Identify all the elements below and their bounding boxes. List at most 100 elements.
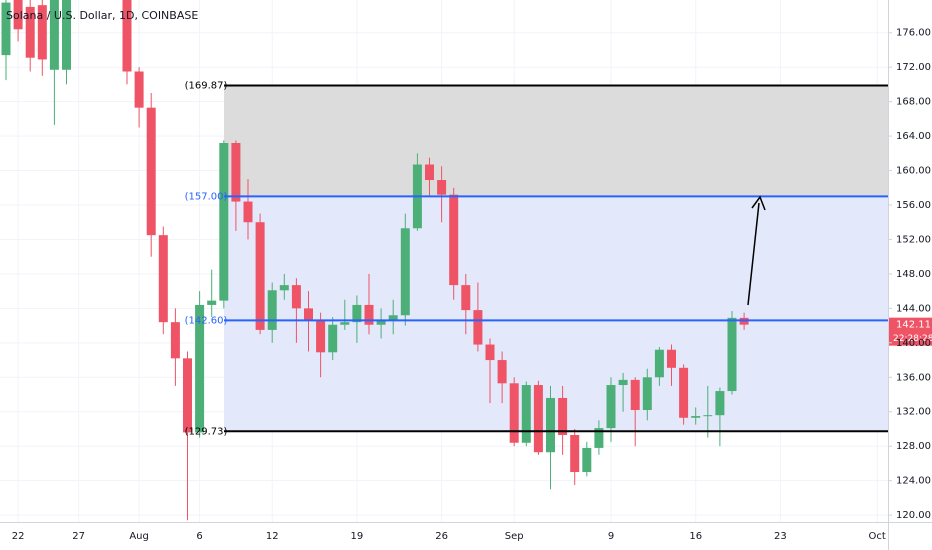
last-price-label: 142.11 — [896, 320, 931, 331]
candle-body — [279, 285, 289, 291]
candle-body — [691, 416, 701, 418]
axes: 120.00 124.00 128.00 132.00 136.00 140.00 144.… — [12, 28, 931, 542]
resistance-zone — [224, 85, 888, 197]
arrow-shaft — [747, 202, 760, 306]
candle-body — [328, 324, 338, 353]
zones — [224, 85, 888, 432]
candle-body — [533, 385, 543, 453]
candle-body — [219, 142, 229, 301]
candle-body — [594, 428, 604, 448]
candle-body — [642, 377, 652, 411]
candle-body — [558, 397, 568, 435]
candle-body — [461, 285, 471, 311]
candle-body — [437, 180, 447, 195]
candle-body — [37, 5, 47, 60]
candle-body — [654, 349, 664, 378]
level-label: (142.60) — [185, 315, 228, 326]
y-tick-label: 172.00 — [896, 62, 931, 73]
candle-body — [1, 2, 11, 56]
candle-body — [304, 308, 313, 320]
candle-body — [715, 391, 725, 416]
candle-body — [195, 304, 205, 433]
candle-body — [170, 322, 180, 359]
level-label: (169.87) — [185, 81, 228, 92]
candle-body — [727, 317, 737, 392]
arrow-head — [751, 195, 766, 211]
candle-body — [146, 107, 156, 236]
candle-body — [316, 319, 326, 353]
candle-body — [352, 304, 362, 323]
y-tick-label: 168.00 — [896, 97, 931, 108]
candle-body — [582, 447, 592, 473]
candle-body — [388, 315, 398, 320]
candle-body — [473, 310, 483, 345]
chart-title: Solana / U.S. Dollar, 1D, COINBASE — [6, 9, 198, 22]
candle-body — [449, 194, 459, 286]
x-tick-label: Oct — [869, 531, 886, 542]
y-tick-label: 176.00 — [896, 28, 931, 39]
candle-body — [62, 0, 71, 70]
candle-body — [158, 235, 168, 323]
candle-body — [340, 322, 350, 325]
x-tick-label: 27 — [72, 531, 85, 542]
range-zone — [224, 196, 888, 432]
candle-body — [122, 0, 132, 72]
candle-body — [364, 304, 374, 325]
candle-body — [703, 415, 713, 417]
candle-body — [606, 385, 616, 429]
candle-body — [207, 300, 217, 305]
x-tick-label: 6 — [196, 531, 202, 542]
x-tick-label: 19 — [351, 531, 364, 542]
candle-body — [134, 71, 144, 108]
y-tick-label: 148.00 — [896, 269, 931, 280]
candle-body — [255, 222, 265, 330]
x-tick-label: 22 — [12, 531, 25, 542]
candle-body — [618, 379, 628, 386]
level-label: (157.00) — [185, 191, 228, 202]
candle-body — [570, 435, 580, 473]
last-price-tag — [889, 317, 932, 346]
x-tick-label: 16 — [689, 531, 702, 542]
y-tick-label: 140.00 — [896, 338, 931, 349]
x-tick-label: Sep — [505, 531, 524, 542]
x-tick-label: 23 — [774, 531, 787, 542]
overlays: (169.87) (157.00) (142.60) (129.73) 142.11 22… — [185, 81, 932, 437]
y-tick-label: 160.00 — [896, 166, 931, 177]
countdown-label: 22:28:28 — [893, 334, 932, 344]
candle-body — [183, 358, 192, 433]
candle-body — [243, 201, 253, 223]
y-tick-label: 120.00 — [896, 510, 931, 521]
x-tick-label: 9 — [608, 531, 614, 542]
candle-body — [497, 360, 507, 384]
x-tick-label: 12 — [266, 531, 279, 542]
y-tick-label: 144.00 — [896, 303, 931, 314]
y-tick-label: 124.00 — [896, 476, 931, 487]
candle-body — [25, 6, 35, 58]
x-tick-label: Aug — [129, 531, 149, 542]
x-tick-label: 26 — [435, 531, 448, 542]
candle-body — [630, 379, 640, 411]
candle-body — [485, 344, 495, 361]
y-tick-label: 132.00 — [896, 407, 931, 418]
candle-body — [49, 0, 59, 70]
candle-body — [667, 349, 676, 368]
candle-body — [376, 319, 386, 325]
candle-body — [13, 0, 23, 30]
y-tick-label: 136.00 — [896, 372, 931, 383]
candle-body — [291, 285, 301, 309]
candle-body — [509, 383, 519, 443]
candle-body — [521, 385, 531, 443]
y-tick-label: 164.00 — [896, 131, 931, 142]
y-tick-label: 156.00 — [896, 200, 931, 211]
y-tick-label: 128.00 — [896, 441, 931, 452]
candle-body — [400, 228, 410, 316]
candle-body — [231, 142, 241, 202]
candle-body — [679, 367, 689, 418]
y-tick-label: 152.00 — [896, 234, 931, 245]
level-label: (129.73) — [185, 426, 228, 437]
candle-body — [546, 397, 555, 453]
candle-body — [425, 164, 434, 181]
candle-body — [267, 290, 277, 330]
